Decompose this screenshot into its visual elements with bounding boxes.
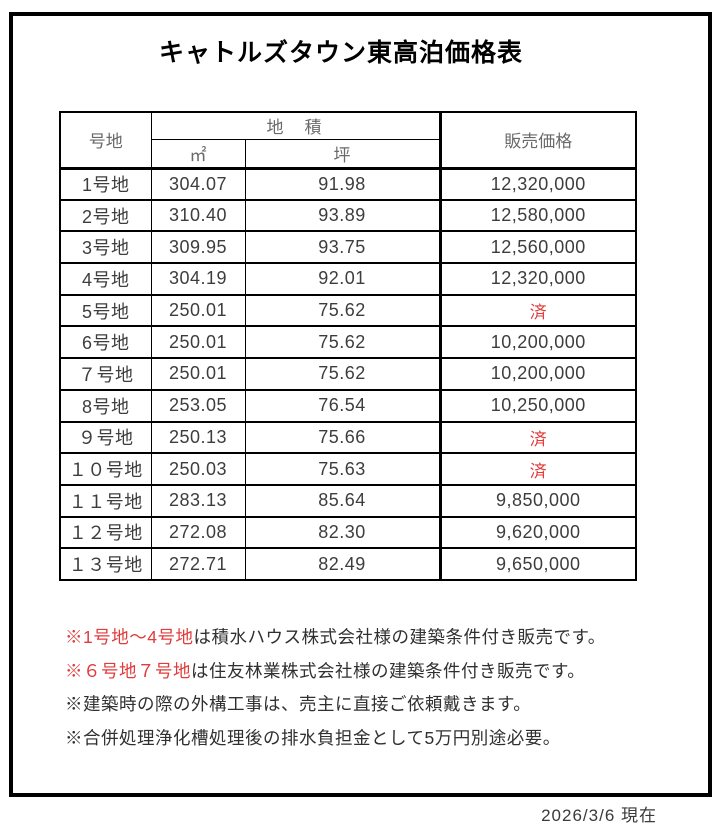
lot-cell: 4号地 <box>59 262 152 296</box>
col-header-area: 地 積 <box>150 111 441 140</box>
note-line: ※合併処理浄化槽処理後の排水負担金として5万円別途必要。 <box>65 728 665 749</box>
lot-cell: ９号地 <box>59 420 152 455</box>
tsubo-cell: 93.75 <box>244 230 441 265</box>
lot-cell: １３号地 <box>59 547 152 581</box>
note-black-part: は住友林業株式会社様の建築条件付き販売です。 <box>191 660 586 681</box>
sqm-cell: 272.08 <box>150 515 246 550</box>
sqm-cell: 250.13 <box>150 420 246 455</box>
table-row: 6号地 250.01 75.62 10,200,000 <box>59 325 637 360</box>
note-red-part: ※1号地～4号地 <box>65 627 194 647</box>
price-table: 号地 地 積 販売価格 ㎡ 坪 1号地 304.07 91.98 12,320,… <box>59 111 637 581</box>
note-line: ※1号地～4号地は積水ハウス株式会社様の建築条件付き販売です。 <box>65 627 665 648</box>
lot-cell: 1号地 <box>59 167 152 201</box>
note-black-part: は積水ハウス株式会社様の建築条件付き販売です。 <box>193 627 606 647</box>
price-table-header: 号地 地 積 販売価格 ㎡ 坪 <box>59 111 637 170</box>
sqm-cell: 250.03 <box>150 452 246 486</box>
price-cell: 12,320,000 <box>438 167 637 201</box>
note-line: ※建築時の際の外構工事は、売主に直接ご依頼戴きます。 <box>65 694 665 715</box>
price-table-body: 1号地 304.07 91.98 12,320,000 2号地 310.40 9… <box>59 167 637 581</box>
price-cell: 12,580,000 <box>438 198 637 233</box>
price-cell: 済 <box>438 293 637 328</box>
lot-cell: 2号地 <box>59 198 152 233</box>
col-header-lot: 号地 <box>59 111 152 170</box>
table-row: 4号地 304.19 92.01 12,320,000 <box>59 262 637 296</box>
lot-cell: 5号地 <box>59 293 152 328</box>
col-header-sqm: ㎡ <box>150 138 246 170</box>
tsubo-cell: 92.01 <box>244 262 441 296</box>
price-cell: 9,850,000 <box>438 483 637 518</box>
lot-cell: 6号地 <box>59 325 152 360</box>
col-header-price: 販売価格 <box>438 111 637 170</box>
price-cell: 済 <box>438 420 637 455</box>
price-cell: 9,650,000 <box>438 547 637 581</box>
price-cell: 10,200,000 <box>438 325 637 360</box>
table-row: 1号地 304.07 91.98 12,320,000 <box>59 167 637 201</box>
col-header-tsubo: 坪 <box>244 138 441 170</box>
note-black-part: ※合併処理浄化槽処理後の排水負担金として5万円別途必要。 <box>65 727 561 748</box>
tsubo-cell: 82.49 <box>244 547 441 581</box>
price-cell: 10,250,000 <box>438 388 637 423</box>
sqm-cell: 250.01 <box>150 357 246 391</box>
tsubo-cell: 85.64 <box>244 483 441 518</box>
tsubo-cell: 75.66 <box>244 420 441 455</box>
table-row: ７号地 250.01 75.62 10,200,000 <box>59 357 637 391</box>
sqm-cell: 250.01 <box>150 325 246 360</box>
table-row: 5号地 250.01 75.62 済 <box>59 293 637 328</box>
tsubo-cell: 82.30 <box>244 515 441 550</box>
price-cell: 12,320,000 <box>438 262 637 296</box>
sqm-cell: 304.19 <box>150 262 246 296</box>
tsubo-cell: 75.62 <box>244 325 441 360</box>
sqm-cell: 309.95 <box>150 230 246 265</box>
table-row: 8号地 253.05 76.54 10,250,000 <box>59 388 637 423</box>
price-cell: 9,620,000 <box>438 515 637 550</box>
table-row: １３号地 272.71 82.49 9,650,000 <box>59 547 637 581</box>
sqm-cell: 310.40 <box>150 198 246 233</box>
footnotes: ※1号地～4号地は積水ハウス株式会社様の建築条件付き販売です。 ※６号地７号地は… <box>65 627 665 761</box>
tsubo-cell: 91.98 <box>244 167 441 201</box>
tsubo-cell: 75.62 <box>244 293 441 328</box>
table-row: 3号地 309.95 93.75 12,560,000 <box>59 230 637 265</box>
note-red-part: ※６号地７号地 <box>65 660 191 681</box>
lot-cell: ７号地 <box>59 357 152 391</box>
table-row: ９号地 250.13 75.66 済 <box>59 420 637 455</box>
date-note: 2026/3/6 現在 <box>541 806 657 825</box>
tsubo-cell: 75.63 <box>244 452 441 486</box>
table-row: １２号地 272.08 82.30 9,620,000 <box>59 515 637 550</box>
lot-cell: １１号地 <box>59 483 152 518</box>
sqm-cell: 304.07 <box>150 167 246 201</box>
sqm-cell: 250.01 <box>150 293 246 328</box>
tsubo-cell: 93.89 <box>244 198 441 233</box>
price-cell: 12,560,000 <box>438 230 637 265</box>
note-line: ※６号地７号地は住友林業株式会社様の建築条件付き販売です。 <box>65 661 665 682</box>
table-row: １１号地 283.13 85.64 9,850,000 <box>59 483 637 518</box>
note-black-part: ※建築時の際の外構工事は、売主に直接ご依頼戴きます。 <box>65 694 532 714</box>
table-row: 2号地 310.40 93.89 12,580,000 <box>59 198 637 233</box>
lot-cell: 3号地 <box>59 230 152 265</box>
tsubo-cell: 76.54 <box>244 388 441 423</box>
sqm-cell: 272.71 <box>150 547 246 581</box>
lot-cell: １０号地 <box>59 452 152 486</box>
sqm-cell: 283.13 <box>150 483 246 518</box>
price-cell: 10,200,000 <box>438 357 637 391</box>
lot-cell: １２号地 <box>59 515 152 550</box>
price-cell: 済 <box>438 452 637 486</box>
sqm-cell: 253.05 <box>150 388 246 423</box>
table-row: １０号地 250.03 75.63 済 <box>59 452 637 486</box>
page-title: キャトルズタウン東高泊価格表 <box>158 39 523 67</box>
lot-cell: 8号地 <box>59 388 152 423</box>
tsubo-cell: 75.62 <box>244 357 441 391</box>
